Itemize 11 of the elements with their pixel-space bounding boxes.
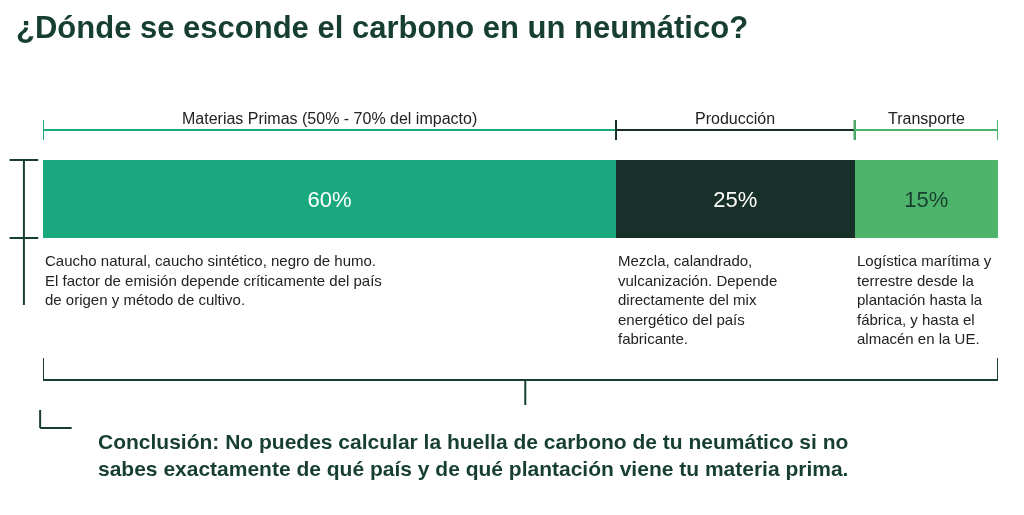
text: Caucho natural, caucho sintético, negro de humo. El factor de emisión depende críticamente del país de origen y método de cultivo.	[45, 252, 382, 308]
text: Logística marítima y terrestre desde la plantación hasta la fábrica, y hasta el almacén en la UE.	[857, 252, 992, 347]
chart-title: ¿Dónde se esconde el carbono en un neumático?	[16, 10, 749, 45]
text: Transporte	[888, 110, 965, 127]
text: Producción	[695, 110, 776, 127]
text: Conclusión: No puedes calcular la huella de carbono de tu neumático si no sabes exactamente de qué país y de qué plantación viene tu materia prima.	[98, 430, 849, 481]
text: Materias Primas (50% - 70% del impacto)	[182, 110, 478, 127]
text: Mezcla, calandrado, vulcanización. Depende directamente del mix energético del país fabricante.	[618, 252, 778, 347]
data-label: 25%	[713, 186, 758, 212]
data-label: 60%	[307, 186, 352, 212]
data-label: 15%	[904, 186, 949, 212]
